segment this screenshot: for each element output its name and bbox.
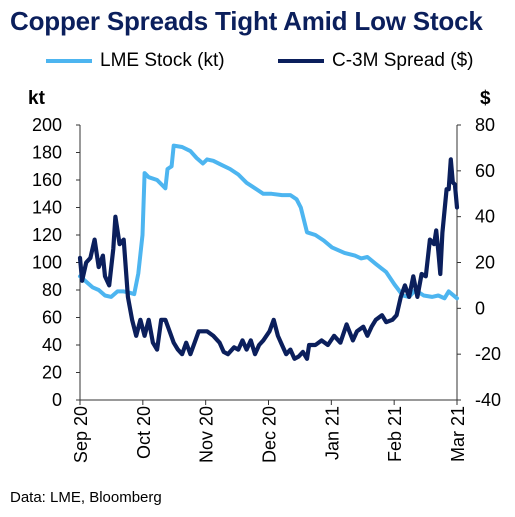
legend-item-spread: C-3M Spread ($) bbox=[278, 50, 474, 72]
x-tick-label: Dec 20 bbox=[260, 406, 280, 463]
series-line-lme-stock bbox=[78, 143, 459, 301]
right-tick-label: -20 bbox=[475, 344, 501, 364]
left-tick-label: 200 bbox=[32, 115, 62, 135]
x-tick-label: Sep 20 bbox=[71, 406, 91, 463]
legend-label-lme-stock: LME Stock (kt) bbox=[100, 50, 225, 71]
x-tick-label: Jan 21 bbox=[322, 406, 342, 460]
series-line-spread bbox=[77, 157, 460, 361]
legend-item-lme-stock: LME Stock (kt) bbox=[46, 50, 225, 72]
left-tick-label: 180 bbox=[32, 143, 62, 163]
x-tick-label: Feb 21 bbox=[385, 406, 405, 462]
chart-plot: 0 20 40 60 80 100 120 140 160 180 200 -40 -20 0 20 40 60… bbox=[32, 115, 501, 463]
chart-legend: LME Stock (kt) C-3M Spread ($) bbox=[0, 50, 515, 80]
right-tick-label: -40 bbox=[475, 390, 501, 410]
left-tick-label: 80 bbox=[42, 280, 62, 300]
left-tick-label: 120 bbox=[32, 225, 62, 245]
left-axis-unit: kt bbox=[28, 88, 45, 109]
left-tick-label: 60 bbox=[42, 308, 62, 328]
data-source-note: Data: LME, Bloomberg bbox=[10, 489, 162, 506]
left-tick-label: 100 bbox=[32, 253, 62, 273]
right-tick-label: 20 bbox=[475, 253, 495, 273]
left-tick-label: 20 bbox=[42, 363, 62, 383]
legend-swatch-spread bbox=[278, 59, 324, 63]
left-tick-label: 0 bbox=[52, 390, 62, 410]
left-tick-label: 140 bbox=[32, 198, 62, 218]
x-tick-label: Nov 20 bbox=[197, 406, 217, 463]
legend-swatch-lme-stock bbox=[46, 59, 92, 63]
right-tick-label: 80 bbox=[475, 115, 495, 135]
legend-label-spread: C-3M Spread ($) bbox=[332, 50, 474, 71]
right-tick-label: 0 bbox=[475, 298, 485, 318]
x-tick-label: Oct 20 bbox=[134, 406, 154, 459]
right-tick-label: 60 bbox=[475, 161, 495, 181]
chart-title: Copper Spreads Tight Amid Low Stock bbox=[10, 6, 483, 36]
left-tick-label: 40 bbox=[42, 335, 62, 355]
right-tick-label: 40 bbox=[475, 207, 495, 227]
x-tick-label: Mar 21 bbox=[448, 406, 468, 462]
left-tick-label: 160 bbox=[32, 170, 62, 190]
right-axis-unit: $ bbox=[480, 88, 491, 109]
